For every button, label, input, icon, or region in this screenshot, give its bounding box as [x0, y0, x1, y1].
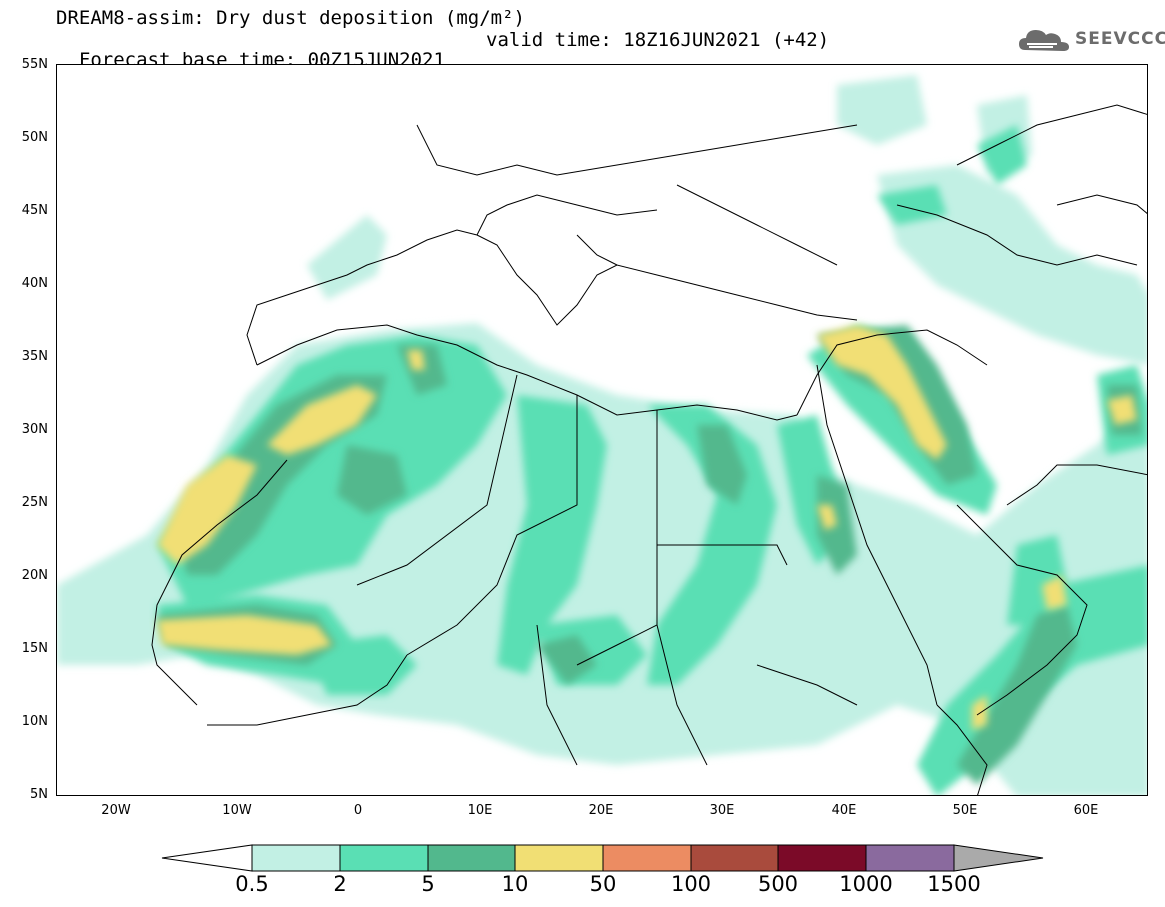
lat-label: 55N — [21, 57, 48, 72]
valid-time: valid time: 18Z16JUN2021 (+42) — [486, 29, 830, 51]
legend-segment — [953, 844, 1044, 872]
lon-label: 60E — [1073, 803, 1099, 818]
dust-level-10-50 — [157, 325, 1137, 730]
lat-label: 35N — [21, 349, 48, 364]
dust-deposition-map — [56, 64, 1148, 796]
country-borders — [151, 104, 1147, 795]
lat-label: 30N — [21, 422, 48, 437]
legend-segment — [161, 844, 253, 872]
legend-segment — [251, 844, 341, 872]
map-canvas — [57, 75, 1147, 795]
lat-label: 45N — [21, 203, 48, 218]
logo-text: SEEVCCC — [1075, 29, 1165, 49]
legend-label: 50 — [589, 872, 617, 896]
legend-label: 0.5 — [235, 872, 269, 896]
lon-label: 0 — [353, 803, 363, 818]
legend-segment — [514, 844, 604, 872]
legend-label: 2 — [333, 872, 347, 896]
cloud-icon — [1019, 30, 1069, 51]
legend-label: 1000 — [839, 872, 893, 896]
legend-label: 500 — [757, 872, 799, 896]
lat-label: 50N — [21, 130, 48, 145]
legend-segment — [339, 844, 429, 872]
lon-label: 30E — [709, 803, 735, 818]
legend-segment — [427, 844, 516, 872]
lat-label: 5N — [30, 787, 48, 802]
legend-segment — [777, 844, 867, 872]
lat-label: 15N — [21, 641, 48, 656]
lat-label: 10N — [21, 714, 48, 729]
lon-label: 40E — [831, 803, 857, 818]
legend-label: 5 — [421, 872, 435, 896]
lat-label: 20N — [21, 568, 48, 583]
legend-colorbar — [161, 844, 1044, 872]
seevccc-logo: SEEVCCC — [1017, 24, 1165, 58]
lon-label: 20W — [101, 803, 131, 818]
lon-label: 10W — [222, 803, 252, 818]
lat-label: 40N — [21, 276, 48, 291]
legend-segment — [602, 844, 692, 872]
legend-segment — [865, 844, 955, 872]
lon-label: 10E — [467, 803, 493, 818]
legend-label: 1500 — [927, 872, 981, 896]
map-title: DREAM8-assim: Dry dust deposition (mg/m²… — [56, 7, 525, 29]
lat-label: 25N — [21, 495, 48, 510]
legend-segment — [690, 844, 779, 872]
legend-label: 10 — [501, 872, 529, 896]
lon-label: 20E — [588, 803, 614, 818]
lon-label: 50E — [952, 803, 978, 818]
legend-label: 100 — [670, 872, 712, 896]
